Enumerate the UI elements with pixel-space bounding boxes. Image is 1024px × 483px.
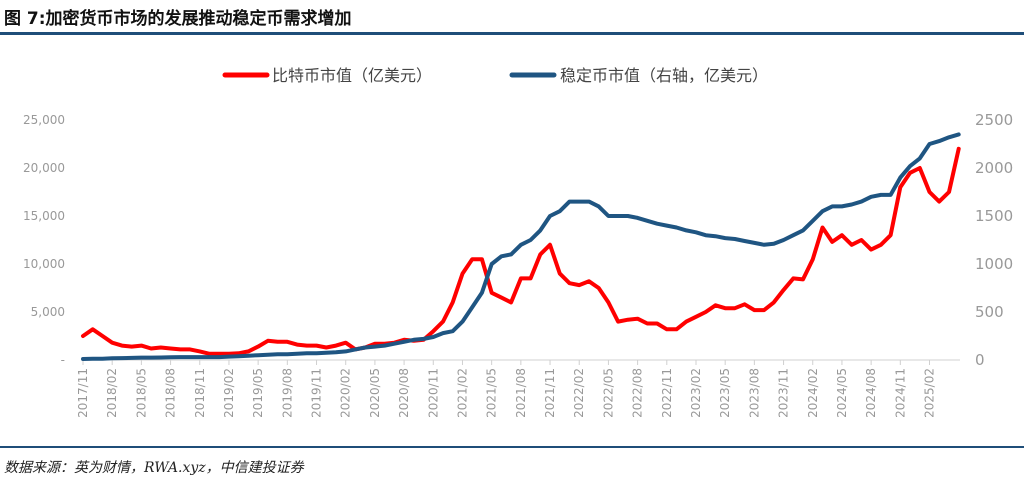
y-left-tick-label: 5,000 <box>31 305 65 319</box>
x-tick-label: 2021/05 <box>485 368 499 418</box>
x-tick-label: 2023/08 <box>747 368 761 418</box>
figure-title: 图 7:加密货币市场的发展推动稳定币需求增加 <box>4 9 352 29</box>
x-tick-label: 2019/02 <box>222 368 236 418</box>
x-tick-label: 2018/08 <box>164 368 178 418</box>
x-tick-label: 2021/11 <box>543 368 557 418</box>
source-divider <box>0 446 1024 448</box>
x-tick-label: 2024/08 <box>864 368 878 418</box>
x-tick-label: 2024/11 <box>893 368 907 418</box>
x-tick-label: 2024/02 <box>806 368 820 418</box>
x-tick-label: 2020/05 <box>368 368 382 418</box>
x-tick-label: 2020/02 <box>339 368 353 418</box>
x-tick-label: 2023/02 <box>689 368 703 418</box>
x-tick-label: 2020/08 <box>397 368 411 418</box>
y-left-tick-label: 25,000 <box>23 113 65 127</box>
y-right-tick-label: 0 <box>975 351 985 369</box>
y-right-tick-label: 1500 <box>975 207 1013 225</box>
x-tick-label: 2018/02 <box>105 368 119 418</box>
x-tick-label: 2023/05 <box>718 368 732 418</box>
x-tick-label: 2021/02 <box>455 368 469 418</box>
x-tick-label: 2025/02 <box>923 368 937 418</box>
x-tick-label: 2022/02 <box>572 368 586 418</box>
legend-label: 比特币市值（亿美元） <box>272 66 432 85</box>
x-tick-label: 2017/11 <box>76 368 90 418</box>
bitcoin-market-cap-line <box>81 146 961 356</box>
y-left-tick-label: 20,000 <box>23 161 65 175</box>
x-tick-label: 2019/05 <box>251 368 265 418</box>
y-right-tick-label: 1000 <box>975 255 1013 273</box>
y-left-tick-label: 15,000 <box>23 209 65 223</box>
source-note: 数据来源：英为财情，RWA.xyz，中信建投证券 <box>4 460 304 476</box>
x-tick-label: 2019/11 <box>310 368 324 418</box>
y-right-tick-label: 2500 <box>975 111 1013 129</box>
x-tick-label: 2018/11 <box>193 368 207 418</box>
y-right-tick-label: 2000 <box>975 159 1013 177</box>
x-tick-label: 2022/11 <box>660 368 674 418</box>
x-tick-label: 2019/08 <box>280 368 294 418</box>
x-tick-label: 2022/05 <box>601 368 615 418</box>
y-left-tick-label: - <box>61 353 65 367</box>
title-divider <box>0 32 1024 35</box>
x-tick-label: 2021/08 <box>514 368 528 418</box>
y-left-tick-label: 10,000 <box>23 257 65 271</box>
legend-label: 稳定币市值（右轴，亿美元） <box>560 66 768 85</box>
x-tick-label: 2018/05 <box>134 368 148 418</box>
y-right-tick-label: 500 <box>975 303 1004 321</box>
stablecoin-market-cap-line <box>81 132 961 361</box>
x-tick-label: 2020/11 <box>426 368 440 418</box>
x-tick-label: 2022/08 <box>631 368 645 418</box>
x-tick-label: 2024/05 <box>835 368 849 418</box>
x-tick-label: 2023/11 <box>777 368 791 418</box>
